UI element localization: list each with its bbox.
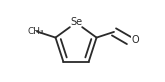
Text: Se: Se [70,17,82,27]
Text: CH₃: CH₃ [28,27,44,36]
Text: O: O [131,35,139,45]
